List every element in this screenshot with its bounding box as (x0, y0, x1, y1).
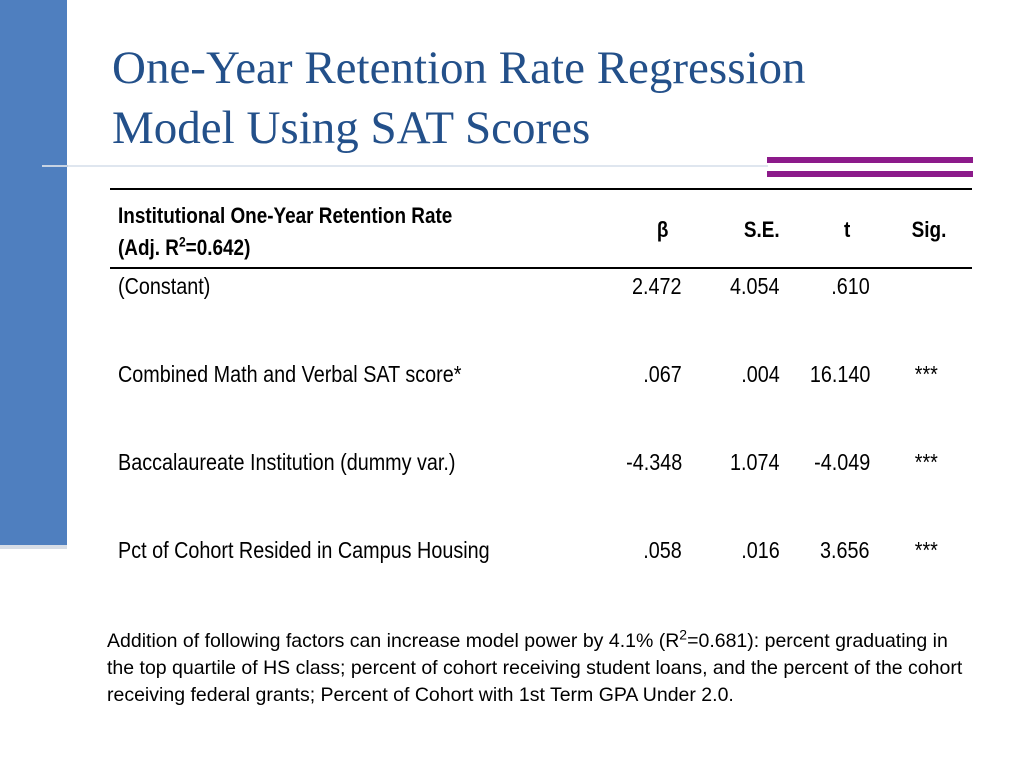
header-beta: β (656, 217, 668, 242)
slide-title-line-1: One-Year Retention Rate Regression (112, 42, 806, 94)
slide-title-line-2: Model Using SAT Scores (112, 102, 591, 154)
row-se: 4.054 (730, 273, 780, 299)
table-row: Pct of Cohort Resided in Campus Housing … (110, 533, 972, 621)
footnote-superscript: 2 (679, 626, 688, 643)
header-label-line-2-prefix: (Adj. R (118, 235, 179, 260)
table-header-rule (110, 267, 972, 269)
header-t: t (843, 217, 850, 242)
table-header-row: Institutional One-Year Retention Rate (A… (110, 190, 972, 267)
row-label: Baccalaureate Institution (dummy var.) (118, 449, 456, 475)
header-label-superscript: 2 (178, 233, 186, 250)
header-se: S.E. (744, 217, 780, 242)
row-sig: *** (914, 449, 938, 475)
row-label: Pct of Cohort Resided in Campus Housing (118, 537, 490, 563)
header-sig: Sig. (911, 217, 946, 242)
title-divider (68, 165, 768, 167)
row-beta: -4.348 (625, 449, 682, 475)
footnote: Addition of following factors can increa… (107, 628, 977, 709)
accent-stripe-bottom (767, 171, 973, 177)
header-dependent-variable: Institutional One-Year Retention Rate (A… (118, 200, 452, 264)
title-divider-left (42, 165, 68, 167)
row-t: -4.049 (813, 449, 870, 475)
row-se: 1.074 (730, 449, 780, 475)
row-sig: *** (914, 537, 938, 563)
header-label-line-2-suffix: =0.642) (185, 235, 251, 260)
row-t: 16.140 (809, 361, 870, 387)
row-label: (Constant) (118, 273, 211, 299)
table-top-rule (110, 188, 972, 190)
row-t: .610 (831, 273, 870, 299)
header-label-line-1: Institutional One-Year Retention Rate (118, 203, 453, 228)
side-bar-shadow (0, 545, 67, 549)
row-beta: .058 (643, 537, 682, 563)
row-se: .004 (741, 361, 780, 387)
footnote-text-prefix: Addition of following factors can increa… (107, 630, 680, 652)
table-row: (Constant) 2.472 4.054 .610 (110, 269, 972, 357)
side-decoration-bar (0, 0, 67, 545)
footnote-text-suffix: =0.681): percent graduating in the top q… (107, 630, 963, 706)
row-beta: .067 (643, 361, 682, 387)
table-row: Combined Math and Verbal SAT score* .067… (110, 357, 972, 445)
accent-stripe-top (767, 157, 973, 163)
row-se: .016 (741, 537, 780, 563)
row-sig: *** (914, 361, 938, 387)
row-beta: 2.472 (632, 273, 682, 299)
table-row: Baccalaureate Institution (dummy var.) -… (110, 445, 972, 533)
slide-title: One-Year Retention Rate Regression Model… (112, 38, 972, 158)
row-label: Combined Math and Verbal SAT score* (118, 361, 462, 387)
regression-table: Institutional One-Year Retention Rate (A… (110, 188, 972, 621)
row-t: 3.656 (820, 537, 870, 563)
